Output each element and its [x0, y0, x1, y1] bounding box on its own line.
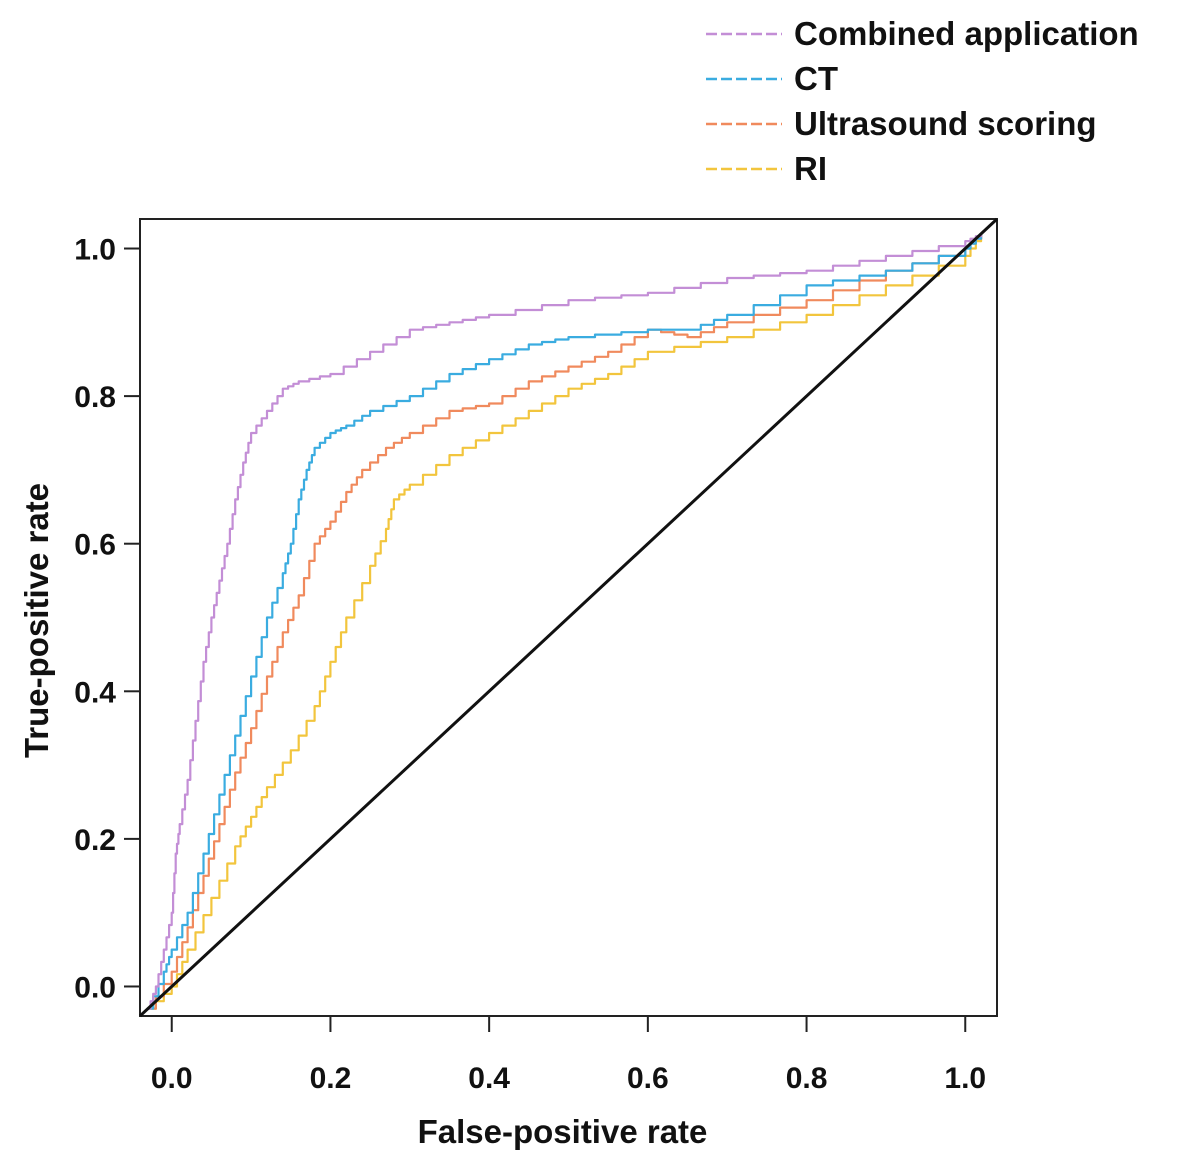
reference-diagonal-line: [138, 217, 999, 1018]
y-axis-title: True-positive rate: [18, 483, 55, 758]
legend-label: CT: [794, 60, 838, 97]
x-axis-title: False-positive rate: [418, 1113, 708, 1150]
series-line-ri: [147, 233, 983, 1010]
x-tick-label: 0.6: [627, 1062, 669, 1095]
y-tick-label: 0.2: [74, 824, 116, 857]
x-tick-label: 0.0: [151, 1062, 193, 1095]
y-tick-label: 0.4: [74, 676, 116, 709]
legend-label: Combined application: [794, 15, 1139, 52]
y-tick-label: 0.6: [74, 529, 116, 562]
x-tick-label: 0.8: [786, 1062, 828, 1095]
plot-frame: [139, 218, 998, 1017]
legend-label: RI: [794, 150, 827, 187]
series-line-combined-application: [147, 233, 983, 1010]
series-line-ultrasound-scoring: [147, 233, 983, 1010]
x-tick-label: 1.0: [944, 1062, 986, 1095]
y-tick-label: 0.8: [74, 381, 116, 414]
y-tick-label: 1.0: [74, 234, 116, 267]
legend: Combined application CT Ultrasound scoring…: [706, 15, 1139, 187]
x-tick-label: 0.4: [468, 1062, 510, 1095]
legend-label: Ultrasound scoring: [794, 105, 1097, 142]
y-tick-label: 0.0: [74, 971, 116, 1004]
series-line-ct: [147, 233, 983, 1010]
x-tick-label: 0.2: [310, 1062, 352, 1095]
reference-layer: [138, 217, 999, 1018]
plot-area: [138, 217, 999, 1018]
series-layer: [147, 233, 983, 1010]
y-axis: 0.0 0.2 0.4 0.6 0.8 1.0: [74, 234, 140, 1004]
x-axis: 0.0 0.2 0.4 0.6 0.8 1.0: [151, 1016, 986, 1095]
